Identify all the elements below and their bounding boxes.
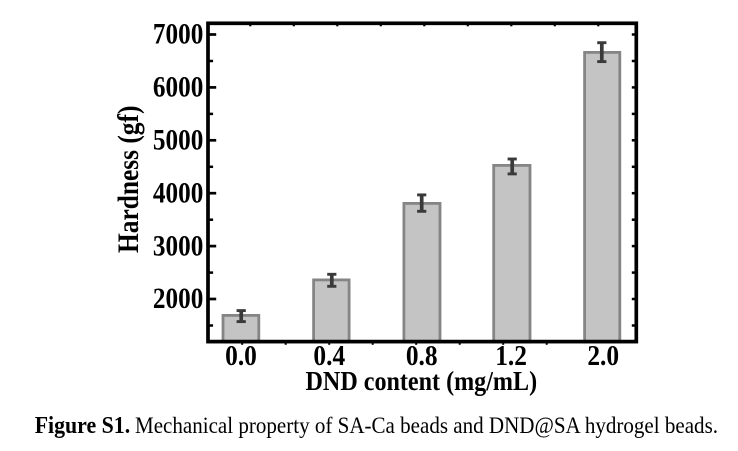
svg-text:0.0: 0.0 bbox=[225, 340, 257, 372]
svg-text:Figure S1.: Figure S1. bbox=[35, 412, 130, 439]
svg-text:DND content (mg/mL): DND content (mg/mL) bbox=[306, 365, 538, 396]
svg-text:0.8: 0.8 bbox=[406, 340, 438, 372]
svg-text:6000: 6000 bbox=[153, 70, 203, 103]
svg-text:3000: 3000 bbox=[153, 228, 203, 261]
svg-text:Mechanical property of SA-Ca b: Mechanical property of SA-Ca beads and D… bbox=[135, 412, 718, 438]
svg-text:7000: 7000 bbox=[153, 17, 203, 50]
svg-text:4000: 4000 bbox=[153, 175, 203, 208]
svg-text:0.4: 0.4 bbox=[313, 340, 345, 372]
svg-text:1.2: 1.2 bbox=[495, 340, 527, 372]
svg-text:5000: 5000 bbox=[153, 123, 203, 156]
svg-text:Hardness (gf): Hardness (gf) bbox=[112, 106, 144, 253]
svg-text:2000: 2000 bbox=[153, 281, 203, 314]
svg-text:2.0: 2.0 bbox=[587, 340, 619, 372]
